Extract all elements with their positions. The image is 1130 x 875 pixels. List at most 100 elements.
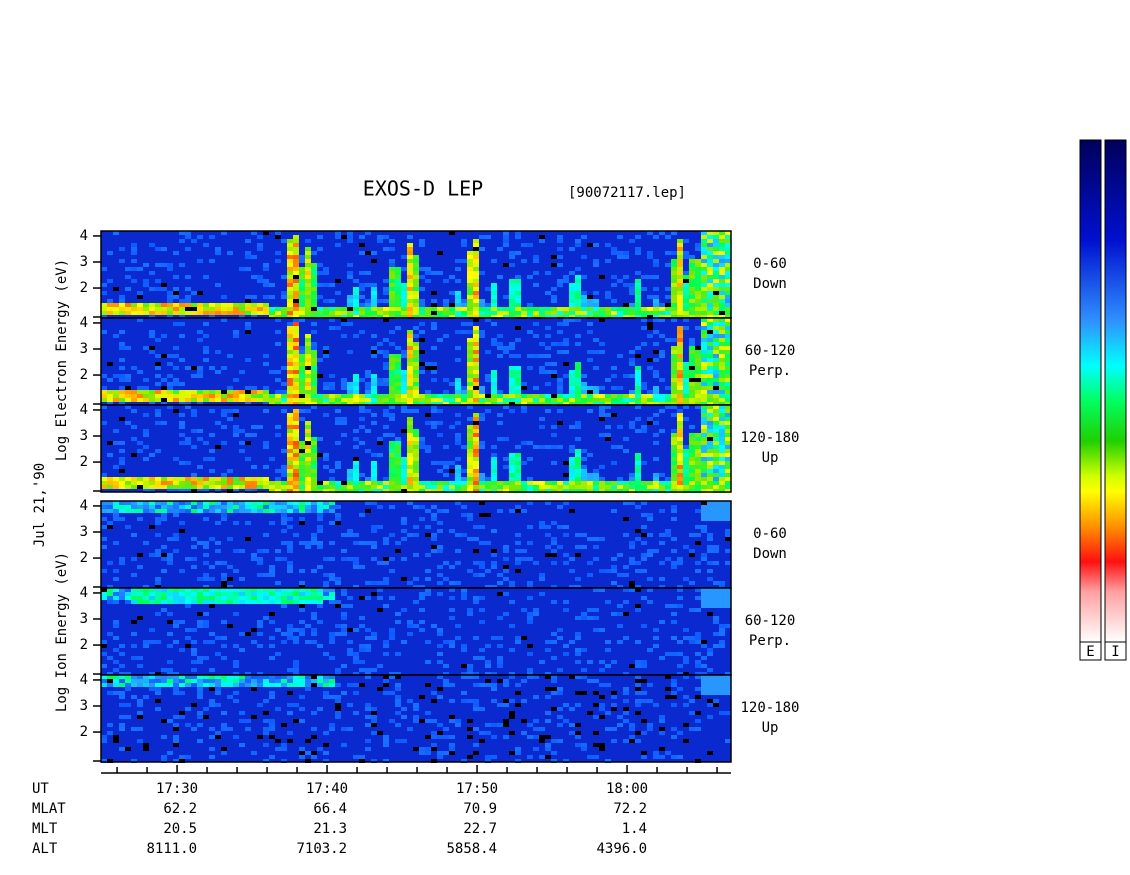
spectrogram-cell — [263, 731, 269, 735]
spectrogram-cell — [473, 561, 479, 565]
spectrogram-cell — [701, 267, 707, 271]
spectrogram-cell — [203, 596, 209, 600]
spectrogram-cell — [131, 481, 137, 485]
spectrogram-cell — [293, 628, 299, 632]
spectrogram-cell — [455, 437, 461, 441]
spectrogram-cell — [383, 683, 389, 687]
spectrogram-cell — [677, 382, 683, 386]
spectrogram-cell — [413, 429, 419, 433]
spectrogram-cell — [383, 413, 389, 417]
spectrogram-cell — [581, 386, 587, 390]
spectrogram-cell — [527, 485, 533, 489]
spectrogram-cell — [725, 390, 731, 394]
spectrogram-cell — [149, 346, 155, 350]
spectrogram-cell — [311, 437, 317, 441]
spectrogram-cell — [695, 632, 701, 636]
spectrogram-cell — [299, 287, 305, 291]
spectrogram-cell — [269, 501, 275, 505]
spectrogram-cell — [155, 505, 161, 509]
spectrogram-cell — [725, 477, 731, 481]
spectrogram-cell — [713, 489, 719, 493]
spectrogram-cell — [305, 421, 311, 425]
spectrogram-cell — [293, 679, 299, 683]
spectrogram-cell — [221, 683, 227, 687]
spectrogram-cell — [293, 481, 299, 485]
spectrogram-cell — [173, 303, 179, 307]
spectrogram-cell — [347, 557, 353, 561]
spectrogram-cell — [725, 311, 731, 315]
spectrogram-cell — [725, 322, 731, 326]
spectrogram-cell — [245, 255, 251, 259]
spectrogram-cell — [173, 311, 179, 315]
spectrogram-cell — [197, 711, 203, 715]
spectrogram-cell — [335, 604, 341, 608]
spectrogram-cell — [623, 394, 629, 398]
spectrogram-cell — [467, 350, 473, 354]
spectrogram-cell — [101, 473, 107, 477]
spectrogram-cell — [371, 350, 377, 354]
spectrogram-cell — [125, 600, 131, 604]
spectrogram-cell — [341, 588, 347, 592]
spectrogram-cell — [425, 267, 431, 271]
spectrogram-cell — [527, 596, 533, 600]
spectrogram-cell — [491, 386, 497, 390]
spectrogram-cell — [263, 600, 269, 604]
spectrogram-cell — [233, 679, 239, 683]
spectrogram-cell — [335, 307, 341, 311]
spectrogram-cell — [677, 307, 683, 311]
spectrogram-cell — [197, 235, 203, 239]
spectrogram-cell — [557, 691, 563, 695]
spectrogram-cell — [245, 679, 251, 683]
spectrogram-cell — [515, 398, 521, 402]
spectrogram-cell — [479, 683, 485, 687]
spectrogram-cell — [341, 628, 347, 632]
spectrogram-cell — [635, 405, 641, 409]
spectrogram-cell — [377, 525, 383, 529]
spectrogram-cell — [143, 585, 149, 589]
spectrogram-cell — [209, 577, 215, 581]
spectrogram-cell — [719, 295, 725, 299]
spectrogram-cell — [221, 398, 227, 402]
spectrogram-cell — [251, 255, 257, 259]
spectrogram-cell — [473, 751, 479, 755]
spectrogram-cell — [389, 382, 395, 386]
spectrogram-cell — [419, 481, 425, 485]
spectrogram-cell — [221, 513, 227, 517]
spectrogram-cell — [377, 239, 383, 243]
spectrogram-cell — [431, 409, 437, 413]
spectrogram-cell — [515, 326, 521, 330]
spectrogram-cell — [713, 251, 719, 255]
spectrogram-cell — [125, 747, 131, 751]
spectrogram-cell — [611, 247, 617, 251]
spectrogram-cell — [233, 699, 239, 703]
spectrogram-cell — [257, 588, 263, 592]
spectrogram-cell — [269, 656, 275, 660]
spectrogram-cell — [179, 521, 185, 525]
spectrogram-cell — [407, 386, 413, 390]
spectrogram-cell — [347, 382, 353, 386]
spectrogram-cell — [587, 660, 593, 664]
spectrogram-cell — [401, 469, 407, 473]
spectrogram-cell — [677, 402, 683, 406]
spectrogram-cell — [533, 394, 539, 398]
spectrogram-cell — [497, 592, 503, 596]
spectrogram-cell — [719, 291, 725, 295]
spectrogram-cell — [461, 445, 467, 449]
spectrogram-cell — [701, 644, 707, 648]
spectrogram-cell — [191, 291, 197, 295]
spectrogram-cell — [521, 549, 527, 553]
spectrogram-cell — [497, 307, 503, 311]
spectrogram-cell — [137, 679, 143, 683]
spectrogram-cell — [377, 505, 383, 509]
spectrogram-cell — [113, 596, 119, 600]
spectrogram-cell — [599, 402, 605, 406]
spectrogram-cell — [305, 640, 311, 644]
spectrogram-cell — [659, 378, 665, 382]
spectrogram-cell — [611, 569, 617, 573]
spectrogram-cell — [569, 303, 575, 307]
spectrogram-cell — [167, 477, 173, 481]
spectrogram-cell — [395, 362, 401, 366]
spectrogram-cell — [695, 247, 701, 251]
spectrogram-cell — [305, 394, 311, 398]
spectrogram-cell — [389, 271, 395, 275]
